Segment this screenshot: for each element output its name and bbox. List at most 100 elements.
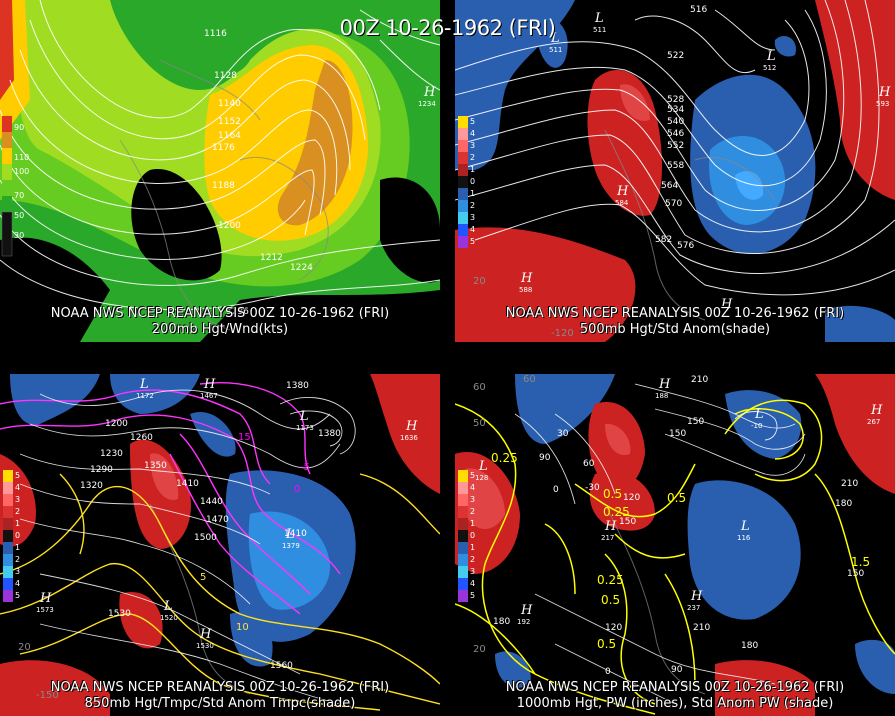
center-letter: L <box>754 407 764 422</box>
center-letter: L <box>550 31 560 46</box>
legend-label: 2 <box>15 555 20 564</box>
pw-label: 0.5 <box>601 593 620 607</box>
center-value: 1172 <box>136 392 154 400</box>
contour-label: 180 <box>741 641 758 651</box>
panel-source-caption: NOAA NWS NCEP REANALYSIS 00Z 10-26-1962 … <box>50 680 390 695</box>
legend-label: 1 <box>470 165 475 174</box>
legend-label: 5 <box>15 471 20 480</box>
center-letter: H <box>203 377 216 392</box>
legend-label: 0 <box>470 531 475 540</box>
contour-label: -30 <box>585 483 600 493</box>
panel-850mb-temp: 5 4 3 2 1 0 1 2 3 4 5 1200 1260 1290 132… <box>0 374 440 716</box>
temp-labels: 15 0 10 -5 5 <box>200 432 310 633</box>
contour-label: 180 <box>493 617 510 627</box>
axis-label: 60 <box>473 382 486 393</box>
contour-label: 540 <box>667 117 684 127</box>
contour-label: 1164 <box>218 131 241 141</box>
center-letter: H <box>878 85 891 100</box>
contour-label: 150 <box>669 429 686 439</box>
legend-label: 4 <box>470 129 475 138</box>
contour-label: 1500 <box>194 533 217 543</box>
contour-label: 1128 <box>214 71 237 81</box>
panel-source-caption: NOAA NWS NCEP REANALYSIS 00Z 10-26-1962 … <box>505 306 845 321</box>
contour-label: 0 <box>605 667 611 677</box>
map-850mb: 5 4 3 2 1 0 1 2 3 4 5 1200 1260 1290 132… <box>0 374 440 716</box>
center-value: 1520 <box>160 614 178 622</box>
contour-label: 1470 <box>206 515 229 525</box>
legend-label: 2 <box>470 555 475 564</box>
center-value: 116 <box>737 534 751 542</box>
center-value: -10 <box>751 422 762 430</box>
pw-label: 0.25 <box>491 451 518 465</box>
panel-1000mb-pw: 5 4 3 2 1 0 1 2 3 4 5 210 150 120 90 60 … <box>455 374 895 716</box>
panel-source-caption: NOAA NWS NCEP REANALYSIS 00Z 10-26-1962 … <box>50 306 390 321</box>
contour-label: 210 <box>841 479 858 489</box>
contour-label: 1200 <box>218 221 241 231</box>
contour-label: 1530 <box>108 609 131 619</box>
legend-label: 0 <box>15 531 20 540</box>
center-value: 593 <box>876 100 889 108</box>
axis-label: 20 <box>473 644 486 655</box>
contour-label: 1176 <box>212 143 235 153</box>
contour-label: 210 <box>691 375 708 385</box>
pressure-centers: L 1172 H 1467 L 1173 H 1636 L 1379 H 157… <box>36 377 418 650</box>
center-letter: H <box>616 184 629 199</box>
map-200mb: 90 110 100 70 50 30 1116 1128 1140 1152 … <box>0 0 440 342</box>
contour-label: 546 <box>667 129 684 139</box>
legend-label: 4 <box>15 483 20 492</box>
map-1000mb: 5 4 3 2 1 0 1 2 3 4 5 210 150 120 90 60 … <box>455 374 895 716</box>
contour-label: 180 <box>835 499 852 509</box>
legend-label: 70 <box>14 191 24 200</box>
center-value: 1173 <box>296 424 314 432</box>
contour-label: 558 <box>667 161 684 171</box>
legend-label: 5 <box>15 591 20 600</box>
contour-label: 516 <box>690 5 707 15</box>
center-value: 267 <box>867 418 880 426</box>
contour-label: 1410 <box>284 529 307 539</box>
contour-label: 1140 <box>218 99 241 109</box>
contour-labels: 516 522 528 534 540 546 552 558 564 570 … <box>655 5 707 251</box>
center-letter: H <box>604 519 617 534</box>
contour-label: 150 <box>619 517 636 527</box>
anomaly-legend: 5 4 3 2 1 0 1 2 3 4 5 <box>458 116 475 248</box>
axis-label: -150 <box>36 690 59 701</box>
center-letter: H <box>520 603 533 618</box>
pw-anomaly-legend: 5 4 3 2 1 0 1 2 3 4 5 <box>458 470 475 602</box>
center-value: 192 <box>517 618 530 626</box>
center-letter: L <box>139 377 149 392</box>
axis-label: 20 <box>18 642 31 653</box>
center-letter: L <box>740 519 750 534</box>
center-letter: L <box>163 599 173 614</box>
map-500mb: 5 4 3 2 1 0 1 2 3 4 5 516 522 528 534 54… <box>455 0 895 342</box>
legend-label: 2 <box>15 507 20 516</box>
temp-label: 15 <box>238 432 251 443</box>
center-value: 588 <box>519 286 532 294</box>
contour-label: 1320 <box>80 481 103 491</box>
contour-label: 150 <box>687 417 704 427</box>
contour-label: 90 <box>671 665 683 675</box>
legend-label: 5 <box>470 237 475 246</box>
center-value: 1636 <box>400 434 418 442</box>
center-value: 1234 <box>418 100 436 108</box>
center-value: 237 <box>687 604 700 612</box>
legend-label: 3 <box>15 567 20 576</box>
contour-label: 1560 <box>270 661 293 671</box>
pw-label: 1.5 <box>851 555 870 569</box>
center-letter: L <box>299 409 309 424</box>
axis-label: 50 <box>473 418 486 429</box>
temp-label: 0 <box>294 484 300 495</box>
contour-label: 1440 <box>200 497 223 507</box>
center-letter: H <box>405 419 418 434</box>
legend-label: 5 <box>470 591 475 600</box>
wind-legend: 90 110 100 70 50 30 <box>1 116 29 257</box>
center-letter: H <box>720 297 733 312</box>
legend-label: 4 <box>15 579 20 588</box>
temp-label: 5 <box>200 572 206 583</box>
panel-source-caption: NOAA NWS NCEP REANALYSIS 00Z 10-26-1962 … <box>505 680 845 695</box>
contour-label: 552 <box>667 141 684 151</box>
center-letter: H <box>423 85 436 100</box>
center-letter: L <box>594 11 604 26</box>
panel-200mb-wind: 90 110 100 70 50 30 1116 1128 1140 1152 … <box>0 0 440 342</box>
panel-field-caption: 200mb Hgt/Wnd(kts) <box>151 322 289 337</box>
panel-500mb-anomaly: 5 4 3 2 1 0 1 2 3 4 5 516 522 528 534 54… <box>455 0 895 342</box>
